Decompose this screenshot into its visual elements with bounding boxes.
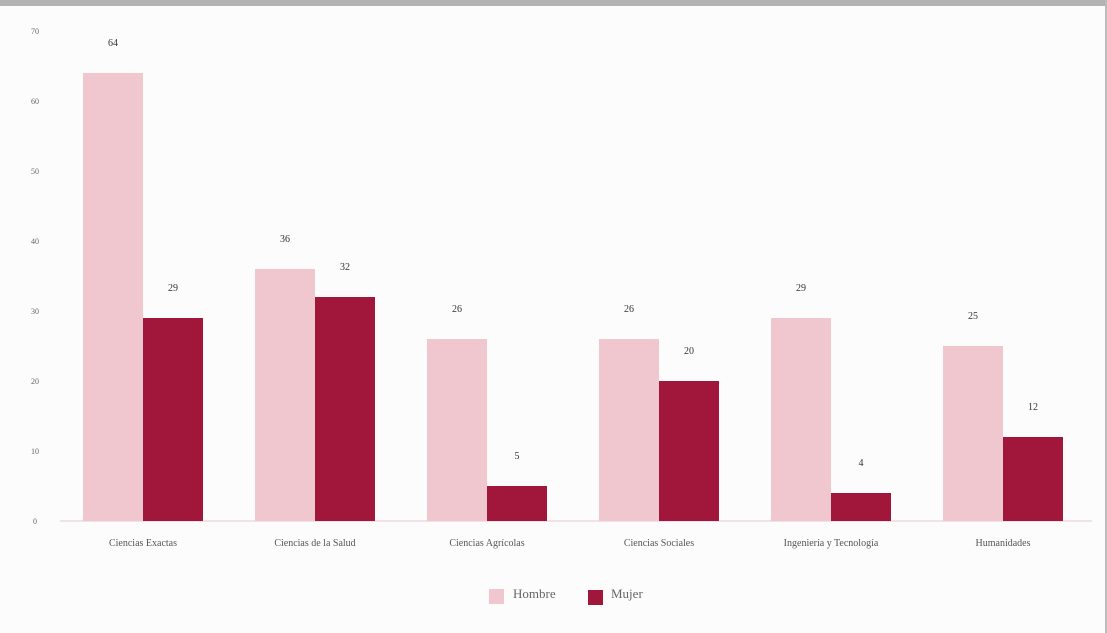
y-tick-label: 60 <box>31 97 39 106</box>
category-label-2: Ciencias Agrícolas <box>449 538 524 549</box>
bar-hombre-4 <box>771 318 831 521</box>
data-label-hombre-2: 26 <box>452 304 462 315</box>
bar-hombre-1 <box>255 269 315 521</box>
legend-label-mujer: Mujer <box>611 586 643 601</box>
bars-group <box>83 73 1063 521</box>
y-tick-label: 40 <box>31 237 39 246</box>
legend-swatch-mujer <box>588 590 603 605</box>
bar-mujer-0 <box>143 318 203 521</box>
data-label-hombre-5: 25 <box>968 311 978 322</box>
bar-hombre-5 <box>943 346 1003 521</box>
data-label-mujer-4: 4 <box>859 458 864 469</box>
data-label-mujer-5: 12 <box>1028 402 1038 413</box>
bar-mujer-1 <box>315 297 375 521</box>
y-axis: 0 10 20 30 40 50 60 70 <box>31 27 39 526</box>
data-label-hombre-4: 29 <box>796 283 806 294</box>
bar-mujer-5 <box>1003 437 1063 521</box>
data-label-mujer-0: 29 <box>168 283 178 294</box>
data-label-hombre-1: 36 <box>280 234 290 245</box>
y-tick-label: 20 <box>31 377 39 386</box>
y-tick-label: 50 <box>31 167 39 176</box>
legend-swatch-hombre <box>489 589 504 604</box>
bar-mujer-4 <box>831 493 891 521</box>
category-label-5: Humanidades <box>976 538 1031 549</box>
legend-label-hombre: Hombre <box>513 586 556 601</box>
category-label-4: Ingeniería y Tecnología <box>784 538 879 549</box>
bar-hombre-0 <box>83 73 143 521</box>
y-tick-label: 70 <box>31 27 39 36</box>
bar-mujer-2 <box>487 486 547 521</box>
data-label-hombre-0: 64 <box>108 38 118 49</box>
data-labels-group: 64 29 36 32 26 5 26 20 29 4 25 12 <box>108 38 1038 469</box>
category-label-0: Ciencias Exactas <box>109 538 177 549</box>
bar-mujer-3 <box>659 381 719 521</box>
scan-right-edge <box>1105 0 1107 633</box>
category-label-3: Ciencias Sociales <box>624 538 694 549</box>
bar-hombre-3 <box>599 339 659 521</box>
y-tick-label: 30 <box>31 307 39 316</box>
y-tick-label: 10 <box>31 447 39 456</box>
legend: Hombre Mujer <box>489 586 643 605</box>
scan-top-strip <box>0 0 1107 6</box>
data-label-hombre-3: 26 <box>624 304 634 315</box>
data-label-mujer-2: 5 <box>515 451 520 462</box>
bar-hombre-2 <box>427 339 487 521</box>
data-label-mujer-3: 20 <box>684 346 694 357</box>
category-label-1: Ciencias de la Salud <box>274 538 355 549</box>
category-labels-group: Ciencias Exactas Ciencias de la Salud Cien… <box>109 538 1031 549</box>
y-tick-label: 0 <box>33 517 37 526</box>
data-label-mujer-1: 32 <box>340 262 350 273</box>
